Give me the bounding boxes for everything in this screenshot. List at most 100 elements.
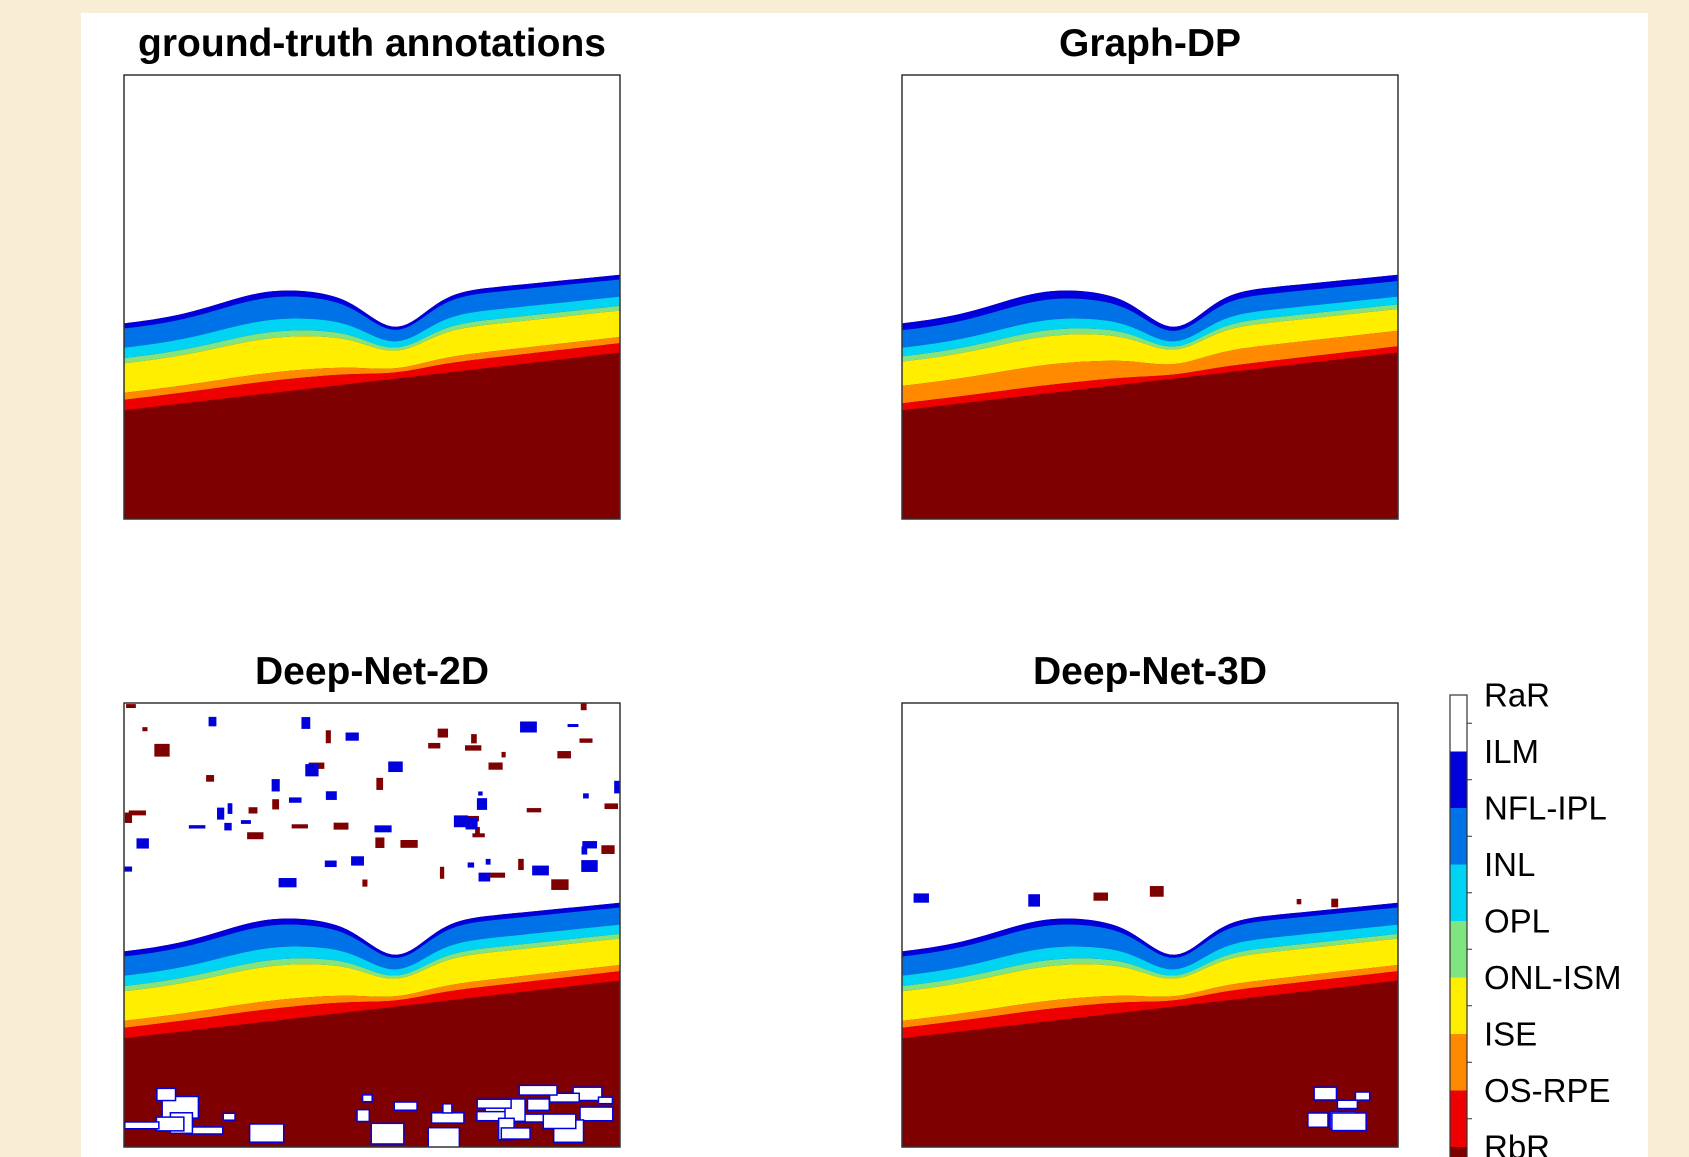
- layer: [902, 902, 1398, 958]
- noise: [476, 798, 488, 810]
- noise: [305, 764, 319, 777]
- layer: [124, 971, 620, 1039]
- noise: [272, 799, 280, 810]
- noise: [217, 807, 225, 820]
- noise: [388, 761, 403, 773]
- noise: [400, 840, 418, 848]
- panel-title: Deep-Net-2D: [255, 650, 489, 693]
- colorbar-swatch: [1450, 695, 1467, 752]
- noise: [604, 803, 619, 810]
- noise: [361, 1094, 373, 1103]
- noise: [581, 860, 598, 872]
- noise: [520, 721, 537, 733]
- noise: [518, 858, 524, 871]
- noise: [1354, 1091, 1371, 1101]
- noise: [601, 845, 615, 854]
- noise: [557, 751, 571, 759]
- noise: [428, 742, 441, 749]
- noise: [465, 745, 482, 751]
- layer: [902, 274, 1398, 331]
- layer: [124, 964, 620, 1028]
- noise: [333, 822, 349, 830]
- noise: [1296, 898, 1302, 905]
- noise: [548, 1092, 580, 1103]
- noise: [442, 1103, 453, 1114]
- layer: [902, 971, 1398, 1039]
- colorbar-swatch: [1450, 921, 1467, 978]
- noise: [579, 738, 593, 743]
- noise: [1149, 886, 1164, 897]
- noise: [526, 1098, 551, 1112]
- colorbar-label: ISE: [1484, 1016, 1537, 1053]
- noise: [542, 1113, 577, 1130]
- panel-frame: [123, 74, 621, 520]
- noise: [490, 872, 506, 878]
- noise: [567, 724, 579, 728]
- noise: [345, 732, 359, 741]
- noise: [288, 797, 302, 803]
- layer: [902, 346, 1398, 411]
- segmentation-map: [124, 75, 620, 519]
- noise: [325, 730, 331, 744]
- noise: [465, 817, 478, 830]
- colorbar-frame: [1449, 694, 1468, 1157]
- noise: [485, 858, 491, 865]
- panel-frame: [123, 702, 621, 1148]
- noise: [430, 1112, 465, 1124]
- noise: [472, 833, 485, 838]
- colorbar-label: ILM: [1484, 733, 1539, 770]
- layer: [124, 907, 620, 976]
- noise: [374, 825, 392, 833]
- layer: [902, 330, 1398, 404]
- colorbar-swatch: [1450, 1090, 1467, 1147]
- layer: [902, 907, 1398, 976]
- noise: [1331, 1112, 1367, 1132]
- noise: [437, 728, 449, 738]
- panel-frame: [901, 702, 1399, 1148]
- noise: [582, 841, 598, 849]
- colorbar-label: OS-RPE: [1484, 1072, 1611, 1109]
- layer: [902, 933, 1398, 992]
- noise: [1331, 898, 1339, 908]
- noise: [614, 780, 620, 794]
- noise: [126, 704, 136, 709]
- noise: [393, 1101, 418, 1111]
- panel-frame: [901, 74, 1399, 520]
- noise: [583, 793, 589, 799]
- layer: [124, 902, 620, 958]
- noise: [248, 807, 258, 814]
- noise: [1313, 1086, 1338, 1101]
- noise: [227, 803, 233, 814]
- noise: [501, 751, 506, 758]
- noise: [240, 820, 251, 824]
- segmentation-map: [124, 703, 620, 1147]
- noise: [278, 878, 297, 888]
- noise: [222, 1112, 236, 1121]
- noise: [124, 1121, 160, 1130]
- noise: [224, 822, 232, 831]
- noise: [128, 810, 146, 816]
- noise: [376, 777, 384, 790]
- noise: [208, 716, 217, 727]
- colorbar-swatch: [1450, 1034, 1467, 1091]
- noise: [526, 808, 542, 813]
- layer: [124, 274, 620, 330]
- noise: [156, 1087, 177, 1102]
- colorbar-swatch: [1450, 751, 1467, 808]
- panel-title: Graph-DP: [1059, 22, 1241, 65]
- noise: [124, 812, 133, 823]
- colorbar-label: RbR: [1484, 1129, 1550, 1157]
- noise: [247, 832, 264, 840]
- layer: [124, 938, 620, 1021]
- noise: [291, 824, 308, 829]
- colorbar-swatch: [1450, 977, 1467, 1034]
- colorbar-label: INL: [1484, 846, 1535, 883]
- noise: [488, 762, 503, 770]
- panel-title: ground-truth annotations: [138, 22, 606, 65]
- layer: [902, 75, 1398, 327]
- layer: [124, 305, 620, 364]
- noise: [271, 779, 280, 792]
- noise: [475, 826, 480, 837]
- layer: [124, 75, 620, 327]
